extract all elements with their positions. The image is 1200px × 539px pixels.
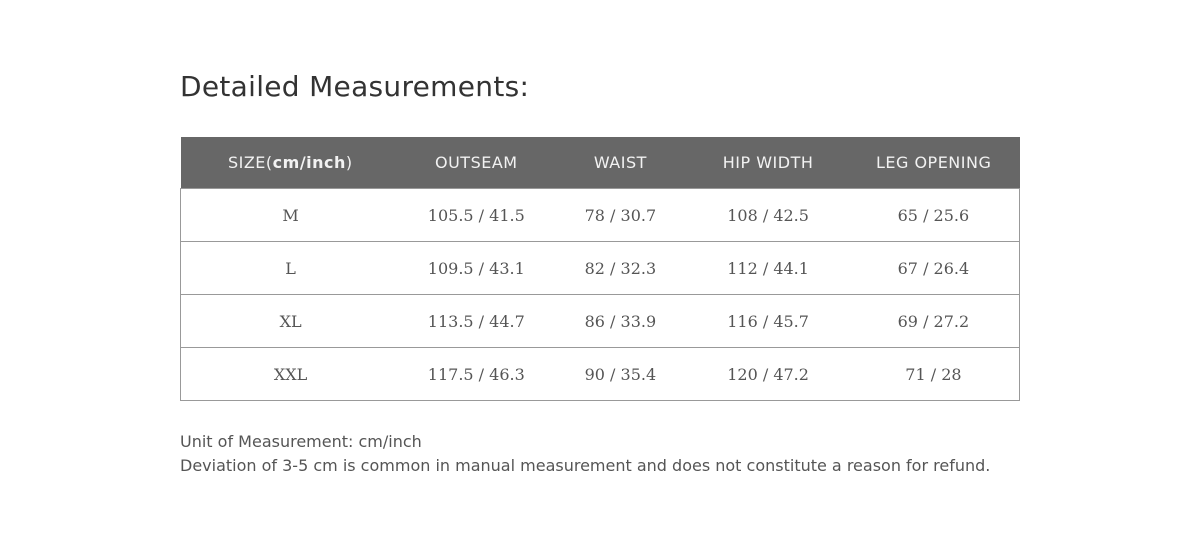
cell-hip: 108 / 42.5 [688,188,848,242]
cell-leg: 69 / 27.2 [847,294,1020,348]
cell-outseam: 105.5 / 41.5 [400,188,553,242]
cell-size: L [180,241,401,295]
header-leg-opening: LEG OPENING [847,137,1020,189]
cell-size: XXL [180,347,401,401]
table-row: L 109.5 / 43.1 82 / 32.3 112 / 44.1 67 / 26.… [180,241,1020,295]
cell-size: XL [180,294,401,348]
header-size: SIZE(cm/inch) [180,137,401,189]
unit-note: Unit of Measurement: cm/inch [180,432,422,451]
table-header: SIZE(cm/inch) OUTSEAM WAIST HIP WIDTH LE… [180,137,1020,189]
deviation-note: Deviation of 3-5 cm is common in manual … [180,456,991,475]
cell-waist: 82 / 32.3 [552,241,689,295]
cell-waist: 78 / 30.7 [552,188,689,242]
cell-size: M [180,188,401,242]
header-waist: WAIST [552,137,689,189]
cell-outseam: 113.5 / 44.7 [400,294,553,348]
cell-outseam: 117.5 / 46.3 [400,347,553,401]
table-row: M 105.5 / 41.5 78 / 30.7 108 / 42.5 65 / 25.… [180,188,1020,242]
header-size-suffix: ) [345,153,353,172]
cell-outseam: 109.5 / 43.1 [400,241,553,295]
cell-hip: 116 / 45.7 [688,294,848,348]
table-row: XL 113.5 / 44.7 86 / 33.9 116 / 45.7 69 / 27… [180,294,1020,348]
measurements-table: SIZE(cm/inch) OUTSEAM WAIST HIP WIDTH LE… [180,137,1020,401]
cell-waist: 90 / 35.4 [552,347,689,401]
cell-leg: 65 / 25.6 [847,188,1020,242]
page-title: Detailed Measurements: [180,70,530,103]
cell-leg: 71 / 28 [847,347,1020,401]
header-hip-width: HIP WIDTH [688,137,848,189]
header-outseam: OUTSEAM [400,137,553,189]
cell-waist: 86 / 33.9 [552,294,689,348]
notes: Unit of Measurement: cm/inch Deviation o… [180,430,990,478]
header-size-label: SIZE( [227,153,273,172]
cell-hip: 120 / 47.2 [688,347,848,401]
cell-hip: 112 / 44.1 [688,241,848,295]
cell-leg: 67 / 26.4 [847,241,1020,295]
table-row: XXL 117.5 / 46.3 90 / 35.4 120 / 47.2 71 / 2… [180,347,1020,401]
header-size-unit: cm/inch [272,153,346,172]
